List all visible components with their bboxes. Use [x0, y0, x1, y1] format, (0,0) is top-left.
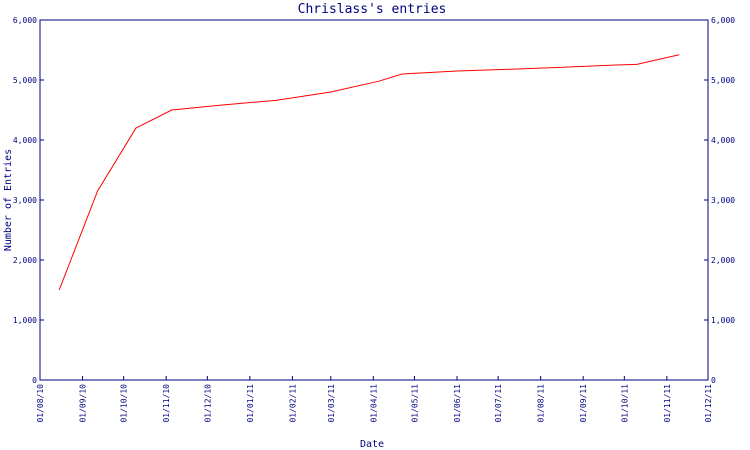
x-tick-label: 01/09/10 [79, 384, 88, 423]
y-tick-label-right: 1,000 [711, 316, 735, 325]
x-axis: 01/08/10 01/09/10 01/10/10 01/11/10 01/12/10… [36, 376, 713, 423]
x-tick-label: 01/09/11 [579, 384, 588, 423]
x-tick-label: 01/04/11 [369, 384, 378, 423]
y-tick-label-left: 5,000 [13, 76, 37, 85]
plot-frame [39, 19, 709, 381]
x-tick-label: 01/08/10 [36, 384, 45, 423]
y-tick-label-right: 4,000 [711, 136, 735, 145]
y-axis-label: Number of Entries [3, 149, 14, 251]
y-tick-label-left: 0 [32, 376, 37, 385]
series-line [58, 54, 680, 291]
x-tick-label: 01/11/10 [162, 384, 171, 423]
x-tick-label: 01/08/11 [537, 384, 546, 423]
x-tick-label: 01/10/11 [620, 384, 629, 423]
x-tick-label: 01/12/10 [203, 384, 212, 423]
y-tick-label-right: 2,000 [711, 256, 735, 265]
x-tick-label: 01/11/11 [663, 384, 672, 423]
y-tick-label-left: 1,000 [13, 316, 37, 325]
y-tick-label-right: 5,000 [711, 76, 735, 85]
x-tick-label: 01/02/11 [288, 384, 297, 423]
x-tick-label: 01/06/11 [453, 384, 462, 423]
y-tick-label-left: 2,000 [13, 256, 37, 265]
x-tick-label: 01/12/11 [704, 384, 713, 423]
y-tick-label-right: 6,000 [711, 16, 735, 25]
x-tick-label: 01/03/11 [327, 384, 336, 423]
y-tick-label-right: 3,000 [711, 196, 735, 205]
series-layer [58, 54, 680, 291]
x-tick-label: 01/07/11 [494, 384, 503, 423]
y-axis-left: 0 1,000 2,000 3,000 4,000 5,000 6,000 [13, 16, 44, 385]
y-axis-right: 0 1,000 2,000 3,000 4,000 5,000 6,000 [704, 16, 735, 385]
y-tick-label-left: 4,000 [13, 136, 37, 145]
y-tick-label-left: 3,000 [13, 196, 37, 205]
x-axis-label: Date [360, 439, 384, 450]
y-tick-label-right: 0 [711, 376, 716, 385]
x-tick-label: 01/05/11 [410, 384, 419, 423]
x-tick-label: 01/10/10 [120, 384, 129, 423]
y-tick-label-left: 6,000 [13, 16, 37, 25]
chart-title: Chrislass's entries [298, 2, 447, 17]
x-tick-label: 01/01/11 [246, 384, 255, 423]
